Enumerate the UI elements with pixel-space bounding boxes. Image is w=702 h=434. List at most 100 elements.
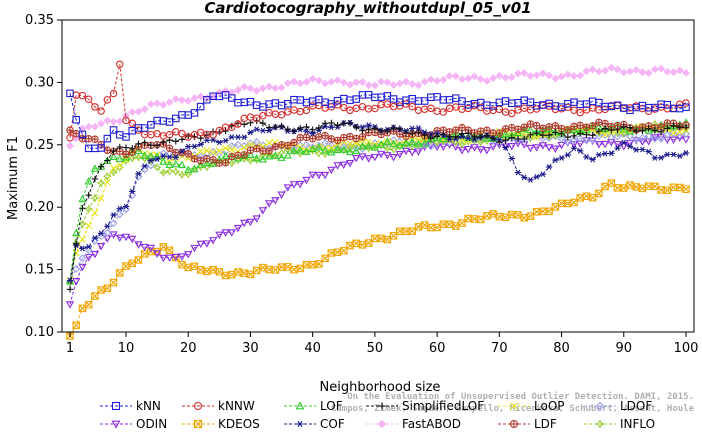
data-point-knn (284, 100, 292, 108)
data-point-fastabod (607, 63, 616, 72)
data-point-ldf (358, 133, 367, 141)
legend-marker (510, 402, 518, 410)
data-point-cof (365, 122, 372, 129)
data-point-fastabod (221, 86, 230, 95)
data-point-cof (670, 151, 677, 158)
data-point-inflo (196, 162, 206, 172)
data-point-simplifiedlof (483, 132, 491, 140)
data-point-fastabod (402, 77, 410, 86)
data-point-lof (252, 153, 261, 162)
data-point-ldf (308, 134, 317, 143)
data-point-simplifiedlof (452, 133, 459, 141)
data-point-lof (146, 151, 156, 160)
data-point-fastabod (290, 77, 298, 86)
data-point-odin (264, 200, 274, 208)
legend-item-knnw: kNNW (182, 399, 255, 413)
data-point-cof (228, 134, 235, 140)
data-point-simplifiedlof (502, 137, 509, 144)
chart-title: Cardiotocography_withoutdupl_05_v01 (204, 0, 531, 17)
data-point-cof (564, 152, 571, 158)
data-point-ldof (72, 264, 81, 273)
legend-label: SimplifiedLOF (402, 399, 484, 413)
data-point-kdeos (408, 227, 416, 235)
data-point-ldf (333, 136, 342, 145)
data-point-inflo (420, 135, 430, 145)
data-point-simplifiedlof (315, 124, 323, 131)
data-point-ldf (302, 133, 311, 142)
data-point-odin (526, 144, 535, 153)
data-point-knnw (184, 133, 192, 141)
data-point-ldof (557, 135, 566, 143)
data-point-odin (607, 138, 616, 147)
data-point-lof (358, 142, 367, 150)
data-point-lof (190, 164, 199, 173)
data-point-fastabod (358, 78, 367, 86)
data-point-ldf (514, 125, 522, 134)
data-point-cof (122, 203, 130, 210)
data-point-cof (527, 176, 534, 183)
data-point-odin (283, 184, 292, 192)
data-point-cof (253, 126, 260, 133)
data-point-ldof (84, 246, 93, 255)
data-point-odin (544, 144, 554, 152)
data-point-knn (196, 102, 205, 111)
data-point-kdeos (109, 278, 118, 287)
data-point-odin (109, 231, 118, 239)
data-point-simplifiedlof (104, 157, 111, 164)
data-point-inflo (152, 162, 162, 172)
data-point-fastabod (420, 77, 429, 86)
data-point-ldof (582, 136, 591, 145)
data-point-fastabod (140, 105, 149, 114)
data-point-inflo (84, 204, 94, 214)
data-point-ldf (252, 144, 261, 153)
data-point-lof (184, 165, 193, 173)
data-point-odin (146, 244, 156, 253)
data-point-simplifiedlof (639, 127, 646, 135)
data-point-lof (408, 137, 417, 146)
data-point-simplifiedlof (570, 132, 578, 140)
data-point-simplifiedlof (415, 128, 422, 136)
data-point-fastabod (470, 72, 479, 81)
data-point-ldf (340, 133, 348, 142)
data-point-simplifiedlof (303, 123, 310, 131)
data-point-fastabod (153, 99, 162, 108)
data-point-lof (352, 146, 361, 154)
data-point-fastabod (165, 98, 174, 107)
data-point-ldof (570, 135, 578, 144)
data-point-lof (501, 129, 510, 138)
data-point-simplifiedlof (682, 123, 690, 131)
data-point-cof (589, 156, 596, 163)
data-point-simplifiedlof (577, 130, 584, 137)
data-point-simplifiedlof (91, 175, 99, 183)
data-point-ldf (539, 124, 547, 133)
data-point-loop (91, 209, 99, 217)
data-point-simplifiedlof (97, 163, 105, 170)
data-point-kdeos (682, 185, 690, 193)
data-point-ldof (682, 129, 690, 138)
data-point-ldf (196, 156, 205, 165)
data-point-inflo (177, 170, 187, 180)
data-point-loop (669, 129, 678, 137)
data-point-knnw (570, 106, 578, 114)
data-point-ldf (296, 133, 304, 142)
data-point-fastabod (314, 76, 323, 85)
legend-item-fastabod: FastABOD (366, 417, 461, 431)
data-point-loop (85, 222, 93, 230)
data-point-loop (97, 194, 105, 202)
data-point-knnw (128, 119, 136, 128)
data-point-fastabod (588, 65, 597, 74)
legend-label: LOF (320, 399, 343, 413)
data-point-cof (595, 151, 603, 158)
data-point-fastabod (128, 108, 137, 116)
data-point-fastabod (109, 117, 118, 126)
data-point-lof (333, 145, 342, 154)
data-point-fastabod (115, 117, 124, 126)
data-point-fastabod (377, 77, 386, 86)
data-point-lof (289, 146, 299, 154)
data-point-knnw (122, 116, 130, 125)
data-point-ldf (564, 126, 572, 134)
data-point-odin (128, 235, 137, 244)
data-point-odin (569, 141, 579, 149)
data-point-simplifiedlof (328, 119, 335, 127)
data-point-odin (78, 263, 87, 272)
